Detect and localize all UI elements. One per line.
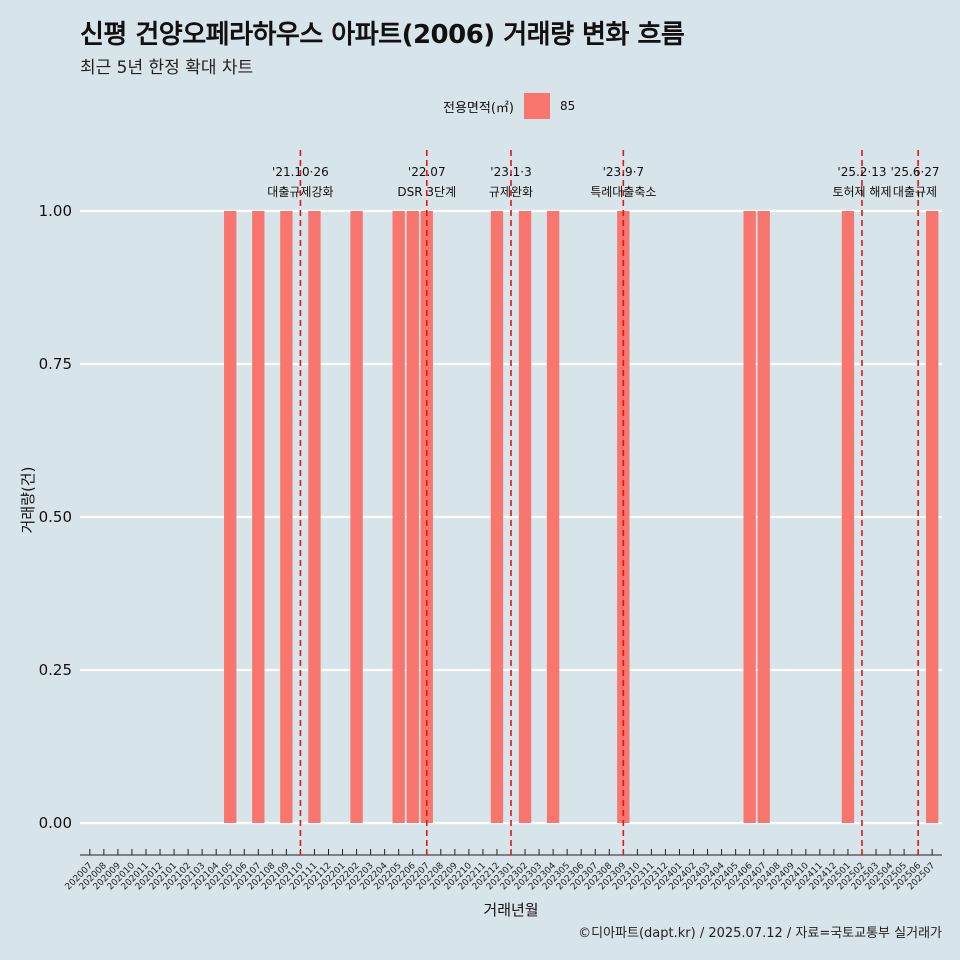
bar	[546, 211, 560, 823]
event-text-label: 대출규제	[893, 185, 937, 199]
bar	[406, 211, 419, 823]
y-axis-title: 거래량(건)	[19, 467, 37, 534]
chart-title: 신평 건양오페라하우스 아파트(2006) 거래량 변화 흐름	[80, 20, 685, 50]
event-text-label: DSR 3단계	[397, 185, 456, 199]
bar	[308, 211, 321, 823]
bar	[490, 211, 504, 823]
bar	[617, 211, 630, 823]
bar	[252, 211, 265, 823]
event-date-label: '22.07	[408, 165, 446, 179]
bar	[743, 211, 756, 823]
y-tick-label: 0.00	[39, 814, 72, 832]
event-date-label: '25.2·13	[837, 165, 886, 179]
event-date-label: '23.9·7	[603, 165, 644, 179]
event-text-label: 대출규제강화	[267, 185, 333, 199]
event-date-label: '21.10·26	[272, 165, 329, 179]
event-date-label: '25.6·27	[890, 165, 939, 179]
event-text-label: 특례대출축소	[590, 185, 656, 199]
bar	[925, 211, 939, 823]
bar	[350, 211, 363, 823]
legend-item-label: 85	[559, 99, 576, 113]
bar	[392, 211, 405, 823]
y-tick-label: 0.50	[39, 508, 72, 526]
bar	[757, 211, 770, 823]
event-text-label: 규제완화	[489, 185, 533, 199]
bar	[420, 211, 433, 823]
chart-subtitle: 최근 5년 한정 확대 차트	[80, 58, 254, 78]
bar	[280, 211, 293, 823]
y-tick-label: 1.00	[39, 202, 72, 220]
bar	[224, 211, 237, 823]
legend-swatch	[523, 93, 550, 119]
x-axis-title: 거래년월	[483, 901, 538, 919]
footer-credit: ©디아파트(dapt.kr) / 2025.07.12 / 자료=국토교통부 실…	[578, 926, 942, 941]
legend-title: 전용면적(㎡)	[443, 100, 514, 116]
bar	[841, 211, 855, 823]
y-tick-label: 0.25	[39, 661, 72, 679]
event-date-label: '23.1·3	[490, 165, 531, 179]
event-text-label: 토허제 해제	[832, 185, 891, 199]
bar	[518, 211, 532, 823]
legend: 전용면적(㎡) 85	[443, 93, 575, 119]
y-tick-label: 0.75	[39, 355, 72, 373]
